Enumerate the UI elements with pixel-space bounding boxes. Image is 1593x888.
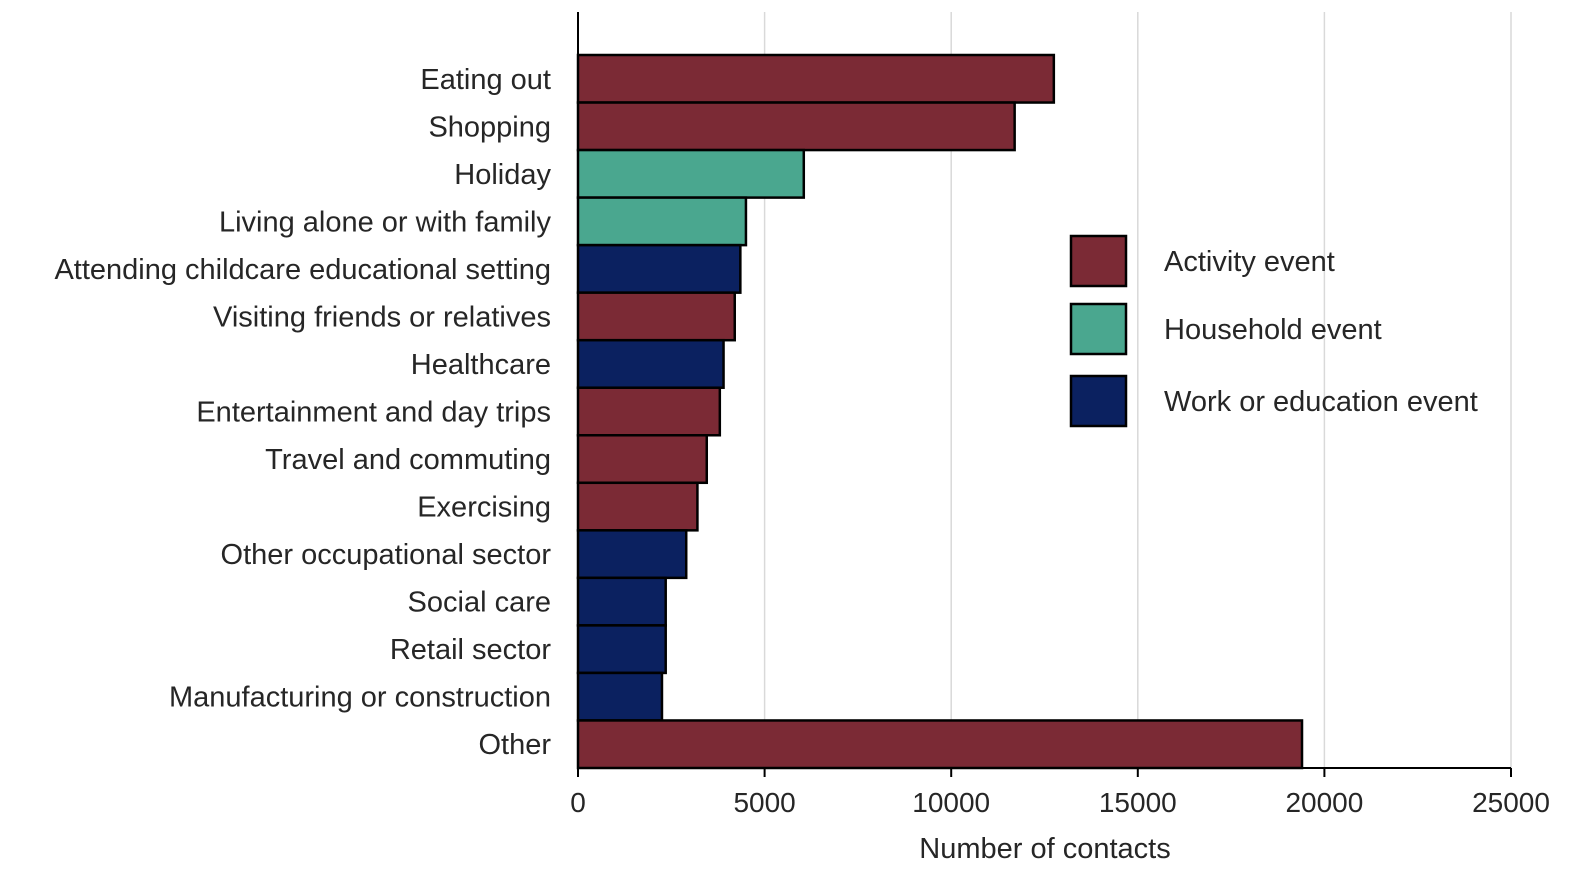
x-tick-label-15000: 15000 [1099,787,1177,818]
bar-entertainment-and-day-trips [576,386,722,437]
bar-social-care [576,576,667,627]
category-label-holiday: Holiday [454,159,551,191]
x-tick-label-20000: 20000 [1285,787,1363,818]
category-label-exercising: Exercising [417,492,551,524]
legend: Activity event Household event Work or edu… [1069,234,1478,428]
bar-healthcare [576,338,725,389]
bar-eating-out [576,53,1056,104]
legend-label-activity: Activity event [1164,246,1335,278]
category-label-shopping: Shopping [428,111,551,143]
legend-swatch-activity [1069,234,1128,288]
category-label-healthcare: Healthcare [411,349,551,381]
x-tick-label-10000: 10000 [912,787,990,818]
legend-swatch-household [1069,302,1128,356]
category-labels: Eating out Shopping Holiday Living alone or… [54,64,551,761]
category-label-living-alone-or-with-family: Living alone or with family [219,206,552,238]
x-tick-label-25000: 25000 [1472,787,1550,818]
x-tick-label-5000: 5000 [733,787,795,818]
x-axis-title: Number of contacts [919,833,1170,865]
bar-holiday [576,148,806,199]
category-label-other-occupational-sector: Other occupational sector [221,539,552,571]
category-label-travel-and-commuting: Travel and commuting [265,444,551,476]
x-axis: 0 5000 10000 15000 20000 25000 [570,12,1550,818]
category-label-social-care: Social care [408,587,551,619]
bar-visiting-friends-or-relatives [576,291,736,342]
category-label-eating-out: Eating out [420,64,551,96]
bar-attending-childcare-educational-setting [576,243,742,294]
x-tick-label-0: 0 [570,787,586,818]
category-label-entertainment-and-day-trips: Entertainment and day trips [196,397,551,429]
category-label-manufacturing-or-construction: Manufacturing or construction [169,682,551,714]
legend-swatch-work [1069,374,1128,428]
bar-living-alone-or-with-family [576,196,748,247]
legend-label-household: Household event [1164,314,1382,346]
bar-other [576,719,1304,770]
category-label-other: Other [478,729,551,761]
legend-label-work: Work or education event [1164,386,1478,418]
bar-manufacturing-or-construction [576,671,664,722]
bar-retail-sector [576,624,667,675]
bar-other-occupational-sector [576,529,688,580]
bar-shopping [576,101,1016,152]
category-label-attending-childcare-educational-setting: Attending childcare educational setting [54,254,551,286]
category-label-visiting-friends-or-relatives: Visiting friends or relatives [213,301,551,333]
bar-exercising [576,481,699,532]
bar-travel-and-commuting [576,434,709,485]
category-label-retail-sector: Retail sector [390,634,552,666]
